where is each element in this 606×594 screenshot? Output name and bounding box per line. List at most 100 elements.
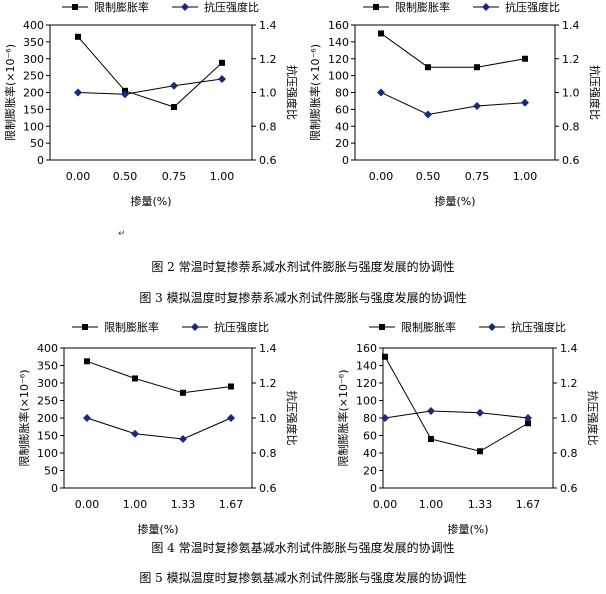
c3-series-2-point [227, 414, 235, 422]
c4-ytick-label: 80 [363, 412, 377, 425]
c3-y2tick-label: 0.8 [259, 447, 277, 460]
c1-xtick-label: 0.75 [162, 170, 187, 183]
c3-series-2-point [131, 429, 139, 438]
c2-ylabel: 限制膨胀率(×10⁻⁶) [308, 44, 322, 141]
c4-ytick-label: 140 [356, 360, 377, 373]
c1-xtick-label: 0.50 [113, 170, 138, 183]
c3-y2tick-label: 1.4 [259, 342, 277, 355]
c2-series-1-point [425, 64, 431, 71]
c2-legend-marker-2 [482, 3, 490, 11]
c2-ytick-label: 160 [328, 19, 349, 32]
c4-series-2-point [381, 414, 389, 422]
c3-ytick-label: 250 [37, 395, 58, 408]
c3-ytick-label: 200 [37, 412, 58, 425]
c3-y2tick-label: 1.0 [259, 412, 277, 425]
c1-y2tick-label: 1.2 [259, 53, 277, 66]
c4-ytick-label: 20 [363, 465, 377, 478]
c1-xlabel: 掺量(%) [130, 194, 171, 208]
c4-ytick-label: 0 [370, 482, 377, 495]
c3-series-2-point [179, 435, 187, 443]
c2-series-2-line [380, 92, 526, 115]
c2-series-2-point [377, 88, 385, 97]
c1-series-1-point [219, 59, 225, 66]
c1-ylabel: 限制膨胀率(×10⁻⁶) [3, 44, 17, 141]
c4-legend-marker-1 [379, 324, 385, 330]
c2-ytick-label: 60 [335, 103, 349, 116]
c4-series-1-point [382, 353, 388, 360]
c2-y2tick-label: 0.6 [562, 154, 580, 167]
c3-series-1-line [86, 360, 232, 394]
figure-caption-3: 图 3 模拟温度时复掺萘系减水剂试件膨胀与强度发展的协调性 [139, 291, 467, 305]
c3-series-2-point [83, 414, 91, 422]
c4-xlabel: 掺量(%) [447, 522, 488, 536]
c1-series-2-point [121, 90, 129, 99]
c4-y2tick-label: 0.6 [560, 482, 578, 495]
c3-series-2-line [86, 417, 232, 440]
c3-xtick-label: 1.67 [219, 498, 244, 511]
chart-2-svg: 0 20 40 60 80 100 120 140 160 0.6 0.8 1.0 1.2 1.4 0.00… [308, 0, 602, 208]
c4-ytick-label: 40 [363, 447, 377, 460]
c2-series-2-point [473, 102, 481, 110]
c2-y2tick-label: 1.2 [562, 53, 580, 66]
c2-legend-label-1: 限制膨胀率 [395, 0, 450, 14]
c2-xtick-label: 0.00 [369, 170, 394, 183]
c1-series-1-point [75, 33, 81, 40]
c4-xtick-label: 1.00 [419, 498, 444, 511]
c3-series-1-point [84, 358, 90, 365]
c4-series-1-point [525, 420, 531, 427]
chart-3-svg: 0 50 100 150 200 250 300 350 400 0.6 0.8 1.0 1.2 1.4 0… [17, 320, 299, 536]
c1-ytick-label: 50 [30, 137, 44, 150]
c4-series-1-point [477, 448, 483, 455]
c4-series-1-line [384, 356, 529, 452]
c4-ylabel: 限制膨胀率(×10⁻⁶) [336, 369, 350, 466]
c1-y2tick-label: 1.0 [259, 87, 277, 100]
c4-xtick-label: 0.00 [373, 498, 398, 511]
c4-y2tick-label: 1.0 [560, 412, 578, 425]
c1-ytick-label: 100 [23, 120, 44, 133]
c4-legend-label-1: 限制膨胀率 [401, 320, 456, 334]
c1-legend-marker-2 [181, 3, 189, 11]
c3-y2tick-label: 1.2 [259, 377, 277, 390]
c4-ytick-label: 120 [356, 377, 377, 390]
c2-y2tick-label: 0.8 [562, 120, 580, 133]
c2-legend-marker-1 [373, 4, 379, 10]
c4-series-2-point [524, 414, 532, 422]
c1-y2tick-label: 1.4 [259, 19, 277, 32]
c1-series-2-point [218, 75, 226, 83]
c3-ytick-label: 400 [37, 342, 58, 355]
c2-legend-label-2: 抗压强度比 [505, 0, 560, 14]
c1-series-2-point [74, 88, 82, 97]
c1-ytick-label: 400 [23, 19, 44, 32]
c3-series-1-point [132, 375, 138, 382]
c2-xtick-label: 1.00 [513, 170, 538, 183]
c2-xtick-label: 0.50 [416, 170, 441, 183]
c4-y2label: 抗压强度比 [586, 391, 600, 446]
c4-legend-label-2: 抗压强度比 [511, 320, 566, 334]
c2-y2label: 抗压强度比 [588, 65, 602, 120]
c1-ytick-label: 300 [23, 53, 44, 66]
c1-series-2-line [77, 78, 223, 95]
c3-series-1-point [180, 389, 186, 396]
c3-series-1-point [228, 383, 234, 390]
c2-xlabel: 掺量(%) [434, 194, 475, 208]
c1-legend-marker-1 [72, 4, 78, 10]
c2-ytick-label: 0 [342, 154, 349, 167]
c1-legend-label-2: 抗压强度比 [204, 0, 259, 14]
c4-series-2-line [384, 410, 529, 419]
c2-ytick-label: 120 [328, 53, 349, 66]
c4-y2tick-label: 1.2 [560, 377, 578, 390]
c3-xtick-label: 1.33 [171, 498, 196, 511]
c1-y2label: 抗压强度比 [285, 65, 299, 120]
c3-ytick-label: 0 [51, 482, 58, 495]
c1-series-1-line [77, 36, 223, 108]
c3-xtick-label: 1.00 [123, 498, 148, 511]
c2-y2tick-label: 1.0 [562, 87, 580, 100]
c4-series-2-point [476, 408, 484, 417]
c4-ytick-label: 60 [363, 430, 377, 443]
c4-y2tick-label: 0.8 [560, 447, 578, 460]
c2-ytick-label: 140 [328, 36, 349, 49]
c3-ytick-label: 350 [37, 360, 58, 373]
c1-ytick-label: 250 [23, 70, 44, 83]
c2-xtick-label: 0.75 [465, 170, 490, 183]
chart-2: 0 20 40 60 80 100 120 140 160 0.6 0.8 1.0 1.2 1.4 0.00… [303, 0, 606, 210]
